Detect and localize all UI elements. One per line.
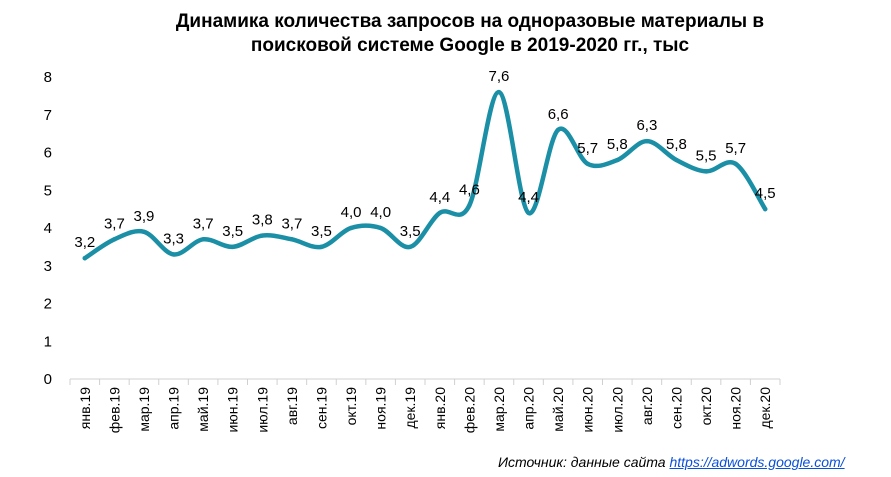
y-tick-label: 2 <box>44 296 52 313</box>
x-tick-label: дек.19 <box>402 387 418 429</box>
data-label: 5,8 <box>666 136 687 153</box>
data-label: 3,7 <box>281 215 302 232</box>
data-point <box>555 127 561 133</box>
data-label: 3,7 <box>104 215 125 232</box>
chart-title-line-1: Динамика количества запросов на одноразо… <box>175 11 765 32</box>
data-label: 3,5 <box>400 223 421 240</box>
x-tick-label: мар.19 <box>136 387 152 432</box>
data-point <box>763 206 768 212</box>
x-tick-label: апр.20 <box>521 387 537 430</box>
source-prefix: Источник: данные сайта <box>498 454 670 470</box>
data-point <box>467 203 472 208</box>
series <box>82 89 768 261</box>
x-tick-label: май.20 <box>550 387 566 432</box>
data-label: 4,4 <box>429 189 450 206</box>
y-tick-label: 3 <box>44 258 52 275</box>
data-point <box>319 244 324 250</box>
x-tick-label: авг.20 <box>639 387 655 425</box>
x-tick-label: июн.20 <box>580 387 596 433</box>
data-label: 3,3 <box>163 230 184 247</box>
data-label: 6,3 <box>636 117 657 134</box>
y-tick-label: 8 <box>44 69 52 86</box>
chart-title: Динамика количества запросов на одноразо… <box>120 10 820 58</box>
data-point <box>526 210 531 216</box>
source-link[interactable]: https://adwords.google.com/ <box>669 454 845 470</box>
x-tick-label: ноя.19 <box>373 387 389 430</box>
x-tick-label: окт.19 <box>343 387 359 426</box>
data-point <box>141 229 147 234</box>
data-label: 3,8 <box>252 212 273 229</box>
x-tick-label: окт.20 <box>698 387 714 426</box>
data-point <box>615 157 620 163</box>
data-label: 4,5 <box>755 185 776 202</box>
data-label: 4,0 <box>370 204 391 221</box>
x-tick-label: мар.20 <box>491 387 507 432</box>
data-label: 7,6 <box>489 68 510 85</box>
data-point <box>674 157 679 163</box>
y-tick-label: 0 <box>44 371 52 388</box>
x-tick-label: июн.19 <box>225 387 241 433</box>
source-note: Источник: данные сайта https://adwords.g… <box>498 454 845 470</box>
x-tick-label: сен.20 <box>668 387 684 429</box>
x-tick-label: июл.20 <box>609 387 625 433</box>
data-label: 5,7 <box>725 140 746 157</box>
series-line <box>82 89 768 261</box>
data-point <box>644 138 650 144</box>
y-tick-label: 1 <box>44 333 52 350</box>
data-label: 4,4 <box>518 189 539 206</box>
data-label: 4,6 <box>459 181 480 198</box>
data-labels: 3,2 3,7 3,9 3,3 3,7 3,5 3,8 3,7 3,5 4,0 4,0 3,5 4,4 4… <box>74 68 775 251</box>
x-tick-label: фев.19 <box>106 387 122 433</box>
data-point <box>112 237 117 242</box>
data-label: 3,2 <box>74 234 95 251</box>
data-point <box>496 89 502 95</box>
x-tick-label: янв.19 <box>77 387 93 429</box>
data-point <box>230 244 235 250</box>
data-label: 3,5 <box>311 223 332 240</box>
y-axis: 0 1 2 3 4 5 6 7 8 <box>44 69 52 388</box>
data-label: 3,7 <box>193 215 214 232</box>
data-point <box>585 161 590 167</box>
x-axis: янв.19 фев.19 мар.19 апр.19 май.19 июн.19 июл.… <box>69 378 781 433</box>
y-tick-label: 6 <box>44 145 52 162</box>
data-point <box>378 225 383 231</box>
y-tick-label: 4 <box>44 220 52 237</box>
data-label: 5,5 <box>696 147 717 164</box>
data-point <box>408 244 413 250</box>
data-point <box>437 210 442 216</box>
data-point <box>289 237 295 242</box>
data-label: 5,8 <box>607 136 628 153</box>
data-label: 3,5 <box>222 223 243 240</box>
x-tick-label: сен.19 <box>313 387 329 429</box>
data-label: 5,7 <box>577 140 598 157</box>
data-point <box>200 237 206 242</box>
data-label: 3,9 <box>134 208 155 225</box>
data-point <box>703 169 709 174</box>
chart-title-line-2: поисковой системе Google в 2019-2020 гг.… <box>250 35 690 56</box>
data-label: 4,0 <box>341 204 362 221</box>
x-tick-label: апр.19 <box>166 387 182 430</box>
x-tick-label: авг.19 <box>284 387 300 425</box>
x-tick-label: июл.19 <box>254 387 270 433</box>
data-point <box>260 233 265 238</box>
x-tick-label: май.19 <box>195 387 211 432</box>
data-point <box>82 256 87 261</box>
y-tick-label: 7 <box>44 107 52 124</box>
data-point <box>348 225 354 231</box>
x-tick-label: фев.20 <box>461 387 477 433</box>
x-tick-label: дек.20 <box>757 387 773 429</box>
data-label: 6,6 <box>548 106 569 123</box>
y-tick-label: 5 <box>44 182 52 199</box>
x-tick-label: ноя.20 <box>728 387 744 430</box>
data-point <box>733 161 738 167</box>
x-tick-label: янв.20 <box>432 387 448 429</box>
data-point <box>171 252 176 257</box>
